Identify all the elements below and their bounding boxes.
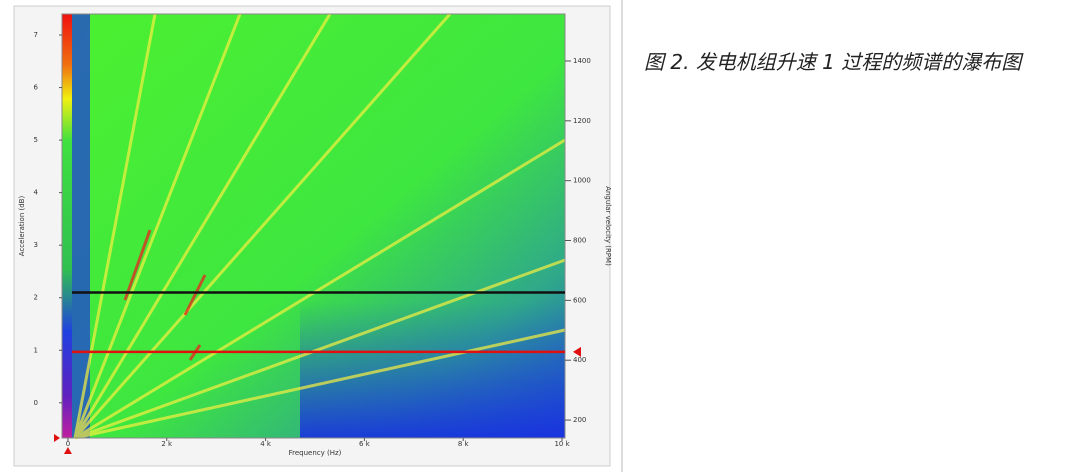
figure: Frequency (Hz) Acceleration (dB) Angular… xyxy=(13,0,623,472)
x-tick-label: 2 k xyxy=(161,440,173,448)
y-tick-label: 7 xyxy=(34,31,38,39)
cursor-handle xyxy=(54,434,60,442)
y2-tick-label: 400 xyxy=(573,356,586,364)
y2-tick-label: 1200 xyxy=(573,117,591,125)
cursor-handle xyxy=(63,447,72,454)
y2-tick-label: 800 xyxy=(573,237,586,245)
y-tick-label: 6 xyxy=(34,84,39,92)
x-tick-label: 10 k xyxy=(554,440,570,448)
x-tick-label: 8 k xyxy=(458,440,470,448)
orders xyxy=(73,13,566,440)
y-tick-label: 1 xyxy=(34,346,38,354)
cursor-handle xyxy=(573,346,581,357)
y-tick-label: 4 xyxy=(34,189,39,197)
spectrum-low xyxy=(300,300,565,438)
x-label: Frequency (Hz) xyxy=(289,449,342,457)
plot-border xyxy=(61,13,566,439)
color-bar xyxy=(62,14,72,438)
y-tick-label: 3 xyxy=(34,241,38,249)
y2-tick-label: 600 xyxy=(573,296,586,304)
y2-tick-label: 1000 xyxy=(573,177,591,185)
y-tick-label: 5 xyxy=(34,136,38,144)
x-tick-label: 0 xyxy=(66,440,70,448)
y2-tick-label: 1400 xyxy=(573,57,591,65)
y-tick-label: 0 xyxy=(34,399,38,407)
y-tick-label: 2 xyxy=(34,294,38,302)
x-tick-label: 4 k xyxy=(260,440,272,448)
x-tick-label: 6 k xyxy=(359,440,371,448)
caption: 图 2. 发电机组升速 1 过程的频谱的瀑布图 xyxy=(644,50,1022,74)
y-label: Acceleration (dB) xyxy=(18,196,26,257)
y2-tick-label: 200 xyxy=(573,416,586,424)
spectrum-band xyxy=(72,14,90,438)
y2-label: Angular velocity (RPM) xyxy=(604,186,612,266)
